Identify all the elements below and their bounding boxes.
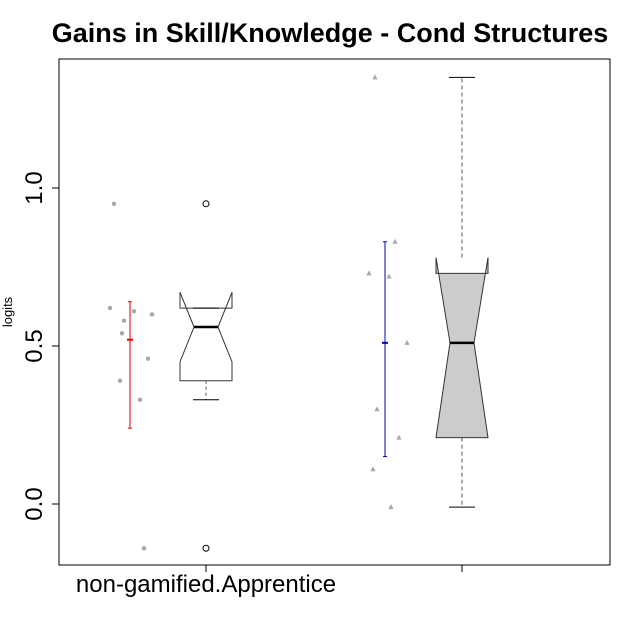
data-point [117, 378, 123, 383]
data-point [119, 331, 125, 336]
y-tick-label: 0.0 [21, 487, 48, 520]
data-point [149, 312, 155, 317]
data-point [404, 339, 410, 345]
data-point [374, 406, 380, 412]
chart-marks [107, 74, 489, 552]
outlier-point [202, 200, 210, 208]
data-point [366, 270, 372, 276]
data-point [111, 201, 117, 206]
data-point [145, 356, 151, 361]
data-point [131, 309, 137, 314]
y-axis-label: logits [0, 296, 15, 327]
data-point [392, 238, 398, 244]
y-tick-label: 0.5 [21, 329, 48, 362]
chart-title: Gains in Skill/Knowledge - Cond Structur… [52, 18, 609, 48]
outlier-point [202, 544, 210, 552]
x-axis: non-gamified.Apprentice [76, 565, 463, 598]
notched-box [435, 257, 489, 439]
group-2 [366, 74, 489, 510]
data-point [388, 504, 394, 510]
data-point [107, 305, 113, 311]
notched-box [179, 292, 233, 382]
data-point [370, 466, 376, 472]
data-point [141, 546, 147, 551]
data-point [396, 434, 402, 440]
x-tick-label: non-gamified.Apprentice [76, 571, 336, 598]
plot-frame [58, 58, 611, 566]
y-tick-label: 1.0 [21, 171, 48, 204]
y-axis: 0.0 0.5 1.0 [21, 171, 59, 521]
group-1 [107, 200, 233, 552]
data-point [386, 273, 392, 279]
data-point [137, 397, 143, 402]
data-point [372, 74, 378, 80]
data-point [121, 318, 127, 323]
